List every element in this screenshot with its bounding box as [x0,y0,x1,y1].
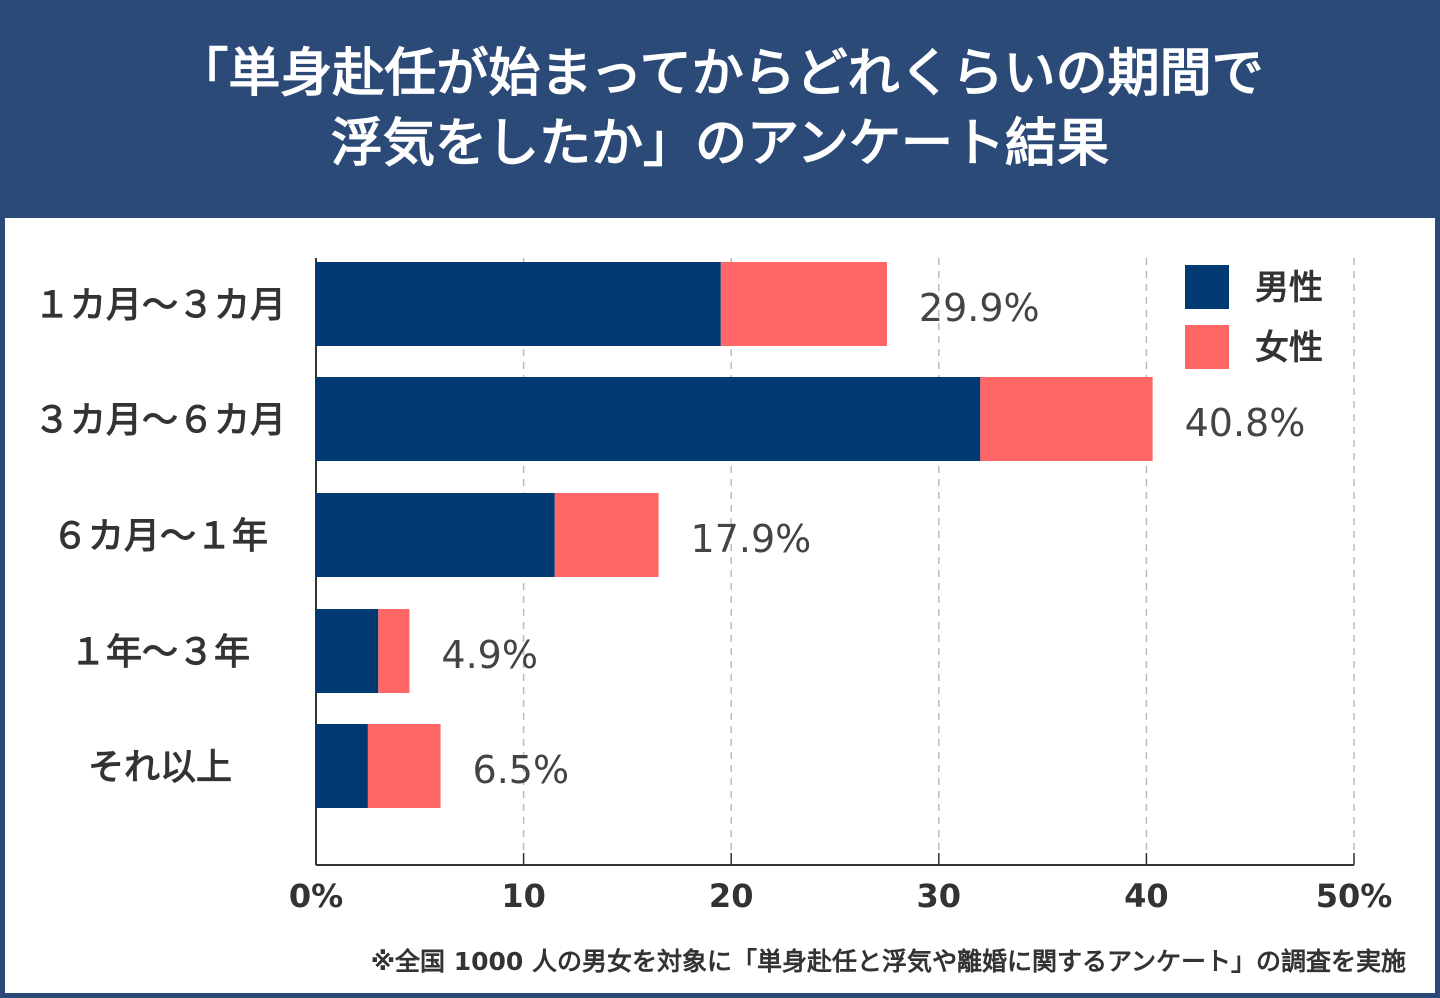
data-label: 17.9% [691,517,812,561]
category-label: それ以上 [88,747,232,788]
data-label: 6.5% [473,748,570,792]
bar-male [316,262,721,346]
x-tick-label: 0% [289,877,343,915]
category-label: ３カ月〜６カ月 [34,400,286,441]
legend-swatch [1185,325,1229,369]
bar-male [316,493,555,577]
x-tick-label: 20 [709,877,754,915]
data-label: 40.8% [1185,401,1306,445]
bar-female [980,377,1153,461]
category-label: １カ月〜３カ月 [34,285,286,326]
data-label: 4.9% [441,633,538,677]
data-label: 29.9% [919,286,1040,330]
bar-male [316,724,368,808]
legend-label: 女性 [1255,328,1323,368]
x-tick-label: 50% [1316,877,1393,915]
chart-title: 「単身赴任が始まってからどれくらいの期間で 浮気をしたか」のアンケート結果 [0,0,1440,218]
bar-female [367,724,441,808]
legend-label: 男性 [1255,268,1323,308]
title-line-2: 浮気をしたか」のアンケート結果 [331,114,1109,174]
category-label: ６カ月〜１年 [52,516,268,557]
title-line-1: 「単身赴任が始まってからどれくらいの期間で [176,44,1264,104]
footnote: ※全国 1000 人の男女を対象に「単身赴任と浮気や離婚に関するアンケート」の調… [370,947,1406,976]
x-tick-label: 10 [501,877,546,915]
bar-female [720,262,887,346]
bar-female [554,493,659,577]
bar-female [378,609,410,693]
x-tick-label: 40 [1124,877,1169,915]
bar-male [316,609,379,693]
legend-swatch [1185,265,1229,309]
bar-male [316,377,981,461]
x-tick-label: 30 [917,877,962,915]
category-label: １年〜３年 [70,632,250,673]
